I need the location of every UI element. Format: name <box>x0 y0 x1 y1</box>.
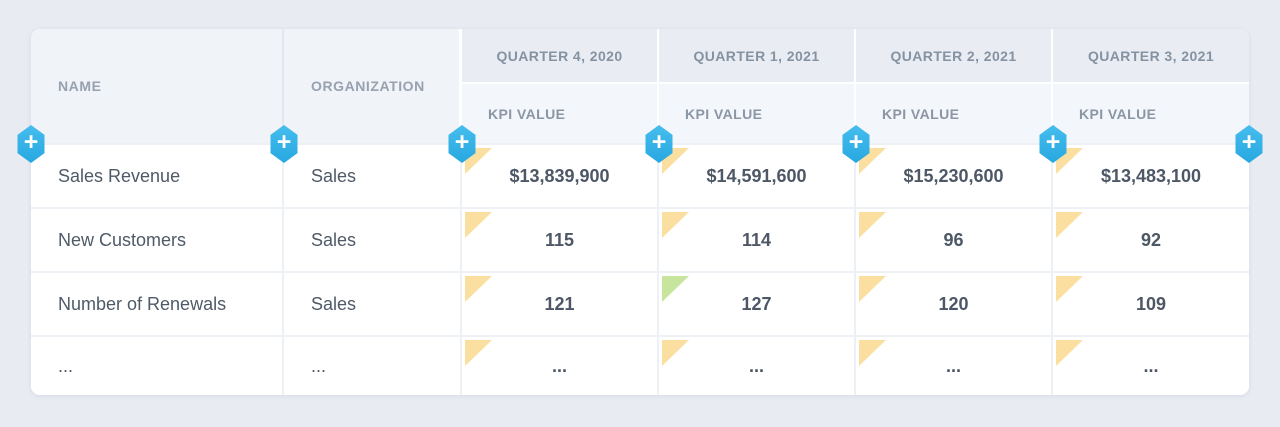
organization-name: Sales <box>311 165 357 186</box>
kpi-value-label: KPI VALUE <box>1079 105 1157 122</box>
kpi-value-cell[interactable]: 109 <box>1053 271 1249 335</box>
kpi-value-cell[interactable]: ... <box>659 335 856 395</box>
kpi-value-cell[interactable]: 92 <box>1053 207 1249 271</box>
plus-icon: + <box>454 128 470 156</box>
kpi-value-label: KPI VALUE <box>685 105 763 122</box>
column-header-quarter-1-2021[interactable]: QUARTER 1, 2021 <box>659 29 856 84</box>
kpi-value: 127 <box>741 293 772 314</box>
name-cell[interactable]: New Customers <box>31 207 284 271</box>
kpi-value: 96 <box>943 229 964 250</box>
kpi-value: 109 <box>1135 293 1167 314</box>
kpi-name: Number of Renewals <box>58 293 227 314</box>
kpi-name: ... <box>58 355 74 376</box>
column-header-organization[interactable]: ORGANIZATION <box>284 29 462 143</box>
organization-cell[interactable]: ... <box>284 335 462 395</box>
kpi-value-cell[interactable]: 120 <box>856 271 1053 335</box>
column-header-name-label: NAME <box>58 78 102 94</box>
column-header-quarter-4-2020[interactable]: QUARTER 4, 2020 <box>462 29 659 84</box>
plus-icon: + <box>848 128 864 156</box>
quarter-label: QUARTER 2, 2021 <box>890 47 1017 64</box>
kpi-value: $13,483,100 <box>1100 165 1202 186</box>
kpi-value: 121 <box>544 293 575 314</box>
kpi-name: Sales Revenue <box>58 165 181 186</box>
plus-icon: + <box>23 128 39 156</box>
kpi-value: $13,839,900 <box>509 165 610 186</box>
plus-icon: + <box>1045 128 1061 156</box>
kpi-value-cell[interactable]: $15,230,600 <box>856 143 1053 207</box>
quarter-label: QUARTER 1, 2021 <box>693 47 820 64</box>
kpi-value-cell[interactable]: 114 <box>659 207 856 271</box>
quarter-label: QUARTER 4, 2020 <box>496 47 623 64</box>
subheader-kpi-value-q2-2021[interactable]: KPI VALUE <box>856 84 1053 143</box>
kpi-value: ... <box>1143 355 1159 376</box>
kpi-value-cell[interactable]: ... <box>856 335 1053 395</box>
plus-icon: + <box>1241 128 1257 156</box>
plus-icon: + <box>651 128 667 156</box>
plus-icon: + <box>276 128 292 156</box>
organization-name: ... <box>311 355 327 376</box>
kpi-value: 114 <box>741 229 772 250</box>
column-header-organization-label: ORGANIZATION <box>311 78 425 94</box>
organization-name: Sales <box>311 293 357 314</box>
kpi-value-cell[interactable]: $13,839,900 <box>462 143 659 207</box>
kpi-value: ... <box>945 355 961 376</box>
kpi-value: 120 <box>938 293 969 314</box>
kpi-value-cell[interactable]: 115 <box>462 207 659 271</box>
kpi-value-cell[interactable]: 96 <box>856 207 1053 271</box>
subheader-kpi-value-q4-2020[interactable]: KPI VALUE <box>462 84 659 143</box>
kpi-value-cell[interactable]: ... <box>1053 335 1249 395</box>
column-header-name[interactable]: NAME <box>31 29 284 143</box>
kpi-table: NAME ORGANIZATION QUARTER 4, 2020 QUARTE… <box>31 29 1249 395</box>
kpi-value-label: KPI VALUE <box>488 105 566 122</box>
subheader-kpi-value-q1-2021[interactable]: KPI VALUE <box>659 84 856 143</box>
kpi-value: 115 <box>544 229 575 250</box>
kpi-value-cell[interactable]: 127 <box>659 271 856 335</box>
name-cell[interactable]: Sales Revenue <box>31 143 284 207</box>
kpi-value: 92 <box>1140 229 1162 250</box>
column-header-quarter-2-2021[interactable]: QUARTER 2, 2021 <box>856 29 1053 84</box>
quarter-label: QUARTER 3, 2021 <box>1087 47 1215 64</box>
organization-name: Sales <box>311 229 357 250</box>
kpi-value: $15,230,600 <box>903 165 1004 186</box>
organization-cell[interactable]: Sales <box>284 143 462 207</box>
kpi-value-label: KPI VALUE <box>882 105 960 122</box>
organization-cell[interactable]: Sales <box>284 207 462 271</box>
kpi-value-cell[interactable]: 121 <box>462 271 659 335</box>
name-cell[interactable]: Number of Renewals <box>31 271 284 335</box>
kpi-value: ... <box>551 355 567 376</box>
kpi-value-cell[interactable]: $13,483,100 <box>1053 143 1249 207</box>
subheader-kpi-value-q3-2021[interactable]: KPI VALUE <box>1053 84 1249 143</box>
name-cell[interactable]: ... <box>31 335 284 395</box>
kpi-value: $14,591,600 <box>706 165 807 186</box>
kpi-value-cell[interactable]: $14,591,600 <box>659 143 856 207</box>
kpi-table-container: NAME ORGANIZATION QUARTER 4, 2020 QUARTE… <box>17 29 1263 395</box>
column-header-quarter-3-2021[interactable]: QUARTER 3, 2021 <box>1053 29 1249 84</box>
kpi-name: New Customers <box>58 229 187 250</box>
kpi-value: ... <box>748 355 764 376</box>
kpi-value-cell[interactable]: ... <box>462 335 659 395</box>
organization-cell[interactable]: Sales <box>284 271 462 335</box>
